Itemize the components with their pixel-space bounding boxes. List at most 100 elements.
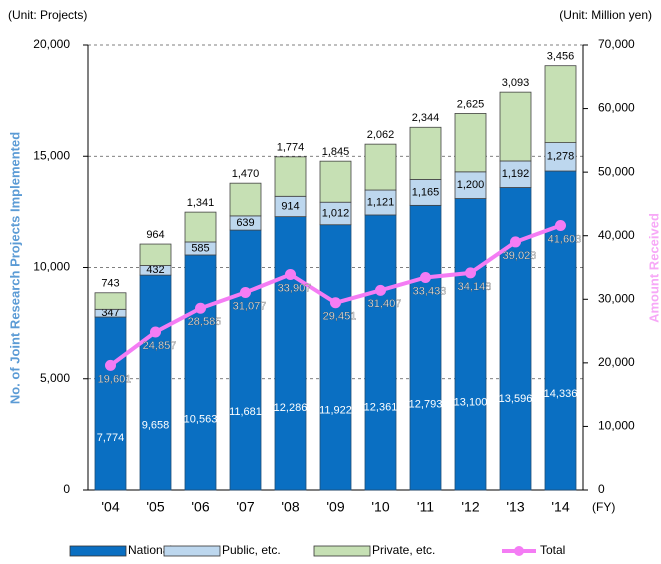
legend-label: Total	[540, 543, 565, 557]
data-label: 33,907	[278, 282, 312, 294]
bar-segment	[499, 91, 532, 162]
line-marker	[375, 284, 386, 296]
y-tick-label: 5,000	[40, 371, 70, 385]
x-tick-label: '06	[191, 499, 209, 515]
data-label: 11,922	[319, 404, 352, 416]
y-tick-label: 20,000	[33, 37, 70, 51]
bar-segment	[139, 274, 172, 491]
data-label: 14,336	[544, 388, 578, 400]
y2-tick-label: 10,000	[598, 419, 635, 433]
line-marker	[420, 271, 431, 283]
x-unit: (FY)	[592, 500, 615, 514]
y2-tick-label: 30,000	[598, 291, 635, 305]
data-label: 432	[146, 264, 164, 276]
line-marker	[240, 286, 251, 298]
bar-segment	[184, 211, 217, 243]
line-marker	[285, 268, 296, 280]
bar-segment	[319, 160, 352, 203]
x-tick-label: '08	[281, 499, 299, 515]
bar-segment	[544, 142, 577, 172]
data-label: 34,148	[458, 281, 492, 293]
x-tick-label: '12	[461, 499, 479, 515]
y-axis-label: No. of Joint Research Projects Implement…	[7, 132, 22, 404]
y-tick-label: 15,000	[33, 148, 70, 162]
bar-segment	[499, 160, 532, 188]
y-tick-label: 10,000	[33, 260, 70, 274]
bar-segment	[409, 179, 442, 206]
data-label: 28,585	[188, 316, 222, 328]
bar-segment	[499, 187, 532, 491]
line-marker	[510, 236, 521, 248]
legend-swatch	[514, 546, 524, 556]
legend-swatch	[69, 545, 127, 557]
data-label: 19,601	[98, 373, 132, 385]
bar-segment	[454, 198, 487, 491]
data-label: 2,062	[367, 129, 395, 141]
bar-segment	[229, 182, 262, 217]
data-label: 2,344	[412, 112, 440, 124]
bar-segment	[94, 316, 127, 491]
data-label: 7,774	[97, 432, 125, 444]
data-label: 639	[236, 217, 254, 229]
line-marker	[330, 297, 341, 309]
data-label: 964	[146, 229, 164, 241]
bar-segment	[94, 292, 127, 310]
data-label: 12,286	[274, 402, 308, 414]
data-label: 24,857	[143, 340, 177, 352]
y2-tick-label: 20,000	[598, 355, 635, 369]
data-label: 3,093	[502, 77, 530, 89]
data-label: 31,407	[368, 298, 402, 310]
y2-tick-label: 50,000	[598, 164, 635, 178]
data-label: 3,456	[547, 51, 575, 63]
y2-tick-label: 0	[598, 482, 605, 496]
bar-segment	[274, 156, 307, 197]
line-marker	[465, 267, 476, 279]
data-label: 585	[191, 242, 209, 254]
data-label: 1,200	[457, 179, 485, 191]
data-label: 2,625	[457, 98, 485, 110]
legend-swatch	[313, 545, 371, 557]
y-tick-label: 0	[63, 482, 70, 496]
bar-segment	[319, 224, 352, 491]
y2-axis-label: Amount Received	[646, 213, 661, 323]
y2-tick-label: 40,000	[598, 228, 635, 242]
bar-segment	[544, 170, 577, 491]
x-tick-label: '11	[417, 499, 434, 515]
data-label: 29,451	[323, 311, 357, 323]
bar-segment	[454, 113, 487, 173]
line-marker	[195, 302, 206, 314]
bar-segment	[364, 143, 397, 191]
data-label: 1,012	[322, 207, 350, 219]
bar-segment	[229, 229, 262, 491]
x-tick-label: '09	[326, 499, 344, 515]
bar-segment	[409, 204, 442, 491]
data-label: 13,596	[499, 393, 533, 405]
data-label: 1,341	[187, 197, 215, 209]
bar-segment	[274, 216, 307, 491]
x-tick-label: '04	[101, 499, 119, 515]
data-label: 39,023	[503, 250, 537, 262]
data-label: 33,433	[413, 285, 447, 297]
line-marker	[150, 326, 161, 338]
bar-segment	[184, 254, 217, 491]
data-label: 1,121	[367, 196, 395, 208]
x-tick-label: '10	[371, 499, 389, 515]
data-label: 10,563	[184, 413, 218, 425]
data-label: 1,278	[547, 151, 575, 163]
bar-segment	[139, 243, 172, 266]
data-label: 1,165	[412, 186, 440, 198]
data-label: 11,681	[229, 406, 262, 418]
data-label: 12,361	[364, 401, 398, 413]
x-tick-label: '13	[506, 499, 524, 515]
bar-segment	[409, 126, 442, 180]
data-label: 1,774	[277, 142, 305, 154]
legend-label: Public, etc.	[222, 543, 281, 557]
data-label: 41,603	[548, 233, 582, 245]
data-label: 12,793	[409, 399, 443, 411]
line-marker	[105, 359, 116, 371]
line-marker	[555, 220, 566, 232]
data-label: 914	[281, 200, 299, 212]
data-label: 347	[101, 307, 119, 319]
legend-swatch	[163, 545, 221, 557]
